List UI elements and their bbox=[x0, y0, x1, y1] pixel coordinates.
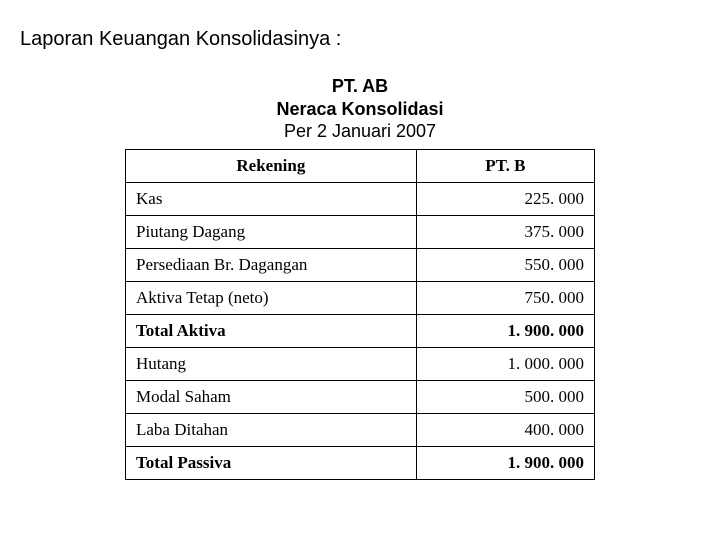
cell-label-total: Total Passiva bbox=[126, 446, 417, 479]
heading-report-name: Neraca Konsolidasi bbox=[20, 98, 700, 121]
col-header-ptb: PT. B bbox=[416, 149, 594, 182]
cell-label: Aktiva Tetap (neto) bbox=[126, 281, 417, 314]
cell-label-total: Total Aktiva bbox=[126, 314, 417, 347]
cell-value: 225. 000 bbox=[416, 182, 594, 215]
cell-label: Modal Saham bbox=[126, 380, 417, 413]
table-row: Persediaan Br. Dagangan 550. 000 bbox=[126, 248, 595, 281]
cell-value: 1. 000. 000 bbox=[416, 347, 594, 380]
page-title: Laporan Keuangan Konsolidasinya : bbox=[20, 28, 700, 51]
cell-value: 550. 000 bbox=[416, 248, 594, 281]
table-row: Piutang Dagang 375. 000 bbox=[126, 215, 595, 248]
cell-value: 500. 000 bbox=[416, 380, 594, 413]
cell-label: Laba Ditahan bbox=[126, 413, 417, 446]
table-heading: PT. AB Neraca Konsolidasi Per 2 Januari … bbox=[20, 75, 700, 143]
balance-table: Rekening PT. B Kas 225. 000 Piutang Daga… bbox=[125, 149, 595, 480]
cell-value: 375. 000 bbox=[416, 215, 594, 248]
table-row: Total Passiva 1. 900. 000 bbox=[126, 446, 595, 479]
cell-value: 400. 000 bbox=[416, 413, 594, 446]
table-row: Modal Saham 500. 000 bbox=[126, 380, 595, 413]
table-row: Hutang 1. 000. 000 bbox=[126, 347, 595, 380]
cell-value: 750. 000 bbox=[416, 281, 594, 314]
table-row: Kas 225. 000 bbox=[126, 182, 595, 215]
table-row: Aktiva Tetap (neto) 750. 000 bbox=[126, 281, 595, 314]
cell-label: Piutang Dagang bbox=[126, 215, 417, 248]
cell-label: Hutang bbox=[126, 347, 417, 380]
table-row: Laba Ditahan 400. 000 bbox=[126, 413, 595, 446]
table-body: Kas 225. 000 Piutang Dagang 375. 000 Per… bbox=[126, 182, 595, 479]
col-header-rekening: Rekening bbox=[126, 149, 417, 182]
page: Laporan Keuangan Konsolidasinya : PT. AB… bbox=[0, 0, 720, 480]
heading-period: Per 2 Januari 2007 bbox=[20, 120, 700, 143]
cell-label: Persediaan Br. Dagangan bbox=[126, 248, 417, 281]
table-header-row: Rekening PT. B bbox=[126, 149, 595, 182]
table-row: Total Aktiva 1. 900. 000 bbox=[126, 314, 595, 347]
cell-value-total: 1. 900. 000 bbox=[416, 314, 594, 347]
heading-company: PT. AB bbox=[20, 75, 700, 98]
cell-value-total: 1. 900. 000 bbox=[416, 446, 594, 479]
cell-label: Kas bbox=[126, 182, 417, 215]
